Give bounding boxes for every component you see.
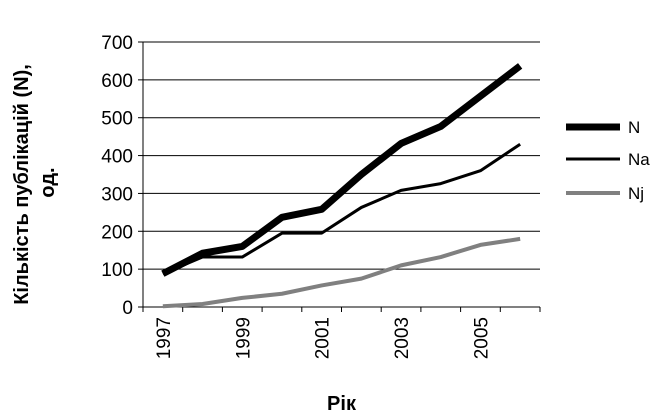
y-tick-label-700: 700 (101, 33, 133, 54)
x-tick-label-2003: 2003 (392, 317, 413, 359)
legend-label-nj: Nj (628, 184, 644, 203)
legend-label-na: Na (628, 150, 650, 169)
y-axis-title-line2: од. (37, 167, 59, 197)
x-axis-title: Рік (327, 393, 357, 415)
series-line-n (161, 63, 523, 277)
y-tick-label-300: 300 (101, 184, 133, 205)
y-tick-label-0: 0 (122, 298, 133, 319)
y-tick-label-500: 500 (101, 109, 133, 130)
series-line-na (162, 142, 521, 276)
series-line-nj (162, 236, 521, 309)
x-tick-label-2005: 2005 (471, 317, 492, 359)
axis-layer: 0 100 200 300 400 500 600 700 1997 1999 2001 2003 20… (101, 33, 541, 359)
x-tick-label-1999: 1999 (233, 317, 254, 359)
y-tick-label-600: 600 (101, 71, 133, 92)
legend-label-n: N (628, 118, 640, 137)
y-axis-title-line1: Кількість публікацій (N), (11, 64, 33, 305)
y-tick-label-200: 200 (101, 222, 133, 243)
y-tick-label-100: 100 (101, 260, 133, 281)
legend-layer: N Na Nj (566, 118, 650, 203)
y-tick-label-400: 400 (101, 147, 133, 168)
x-tick-label-2001: 2001 (313, 317, 334, 359)
grid-layer (143, 41, 540, 270)
series-layer (161, 63, 523, 309)
x-tick-label-1997: 1997 (154, 317, 175, 359)
